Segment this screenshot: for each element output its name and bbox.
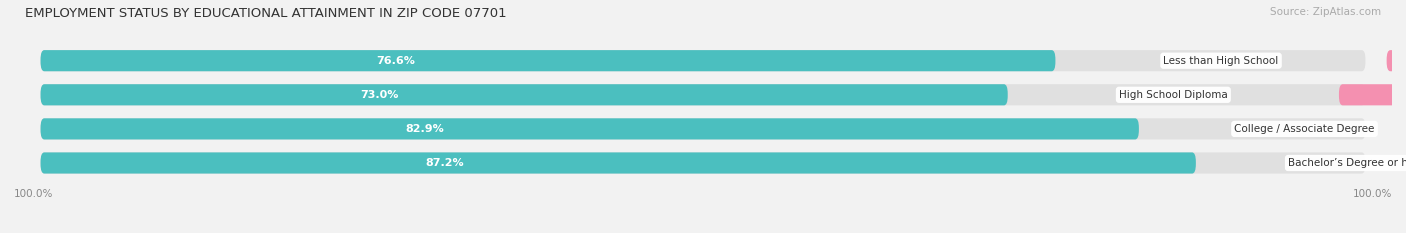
FancyBboxPatch shape: [41, 152, 1197, 174]
Text: 82.9%: 82.9%: [405, 124, 444, 134]
Text: 76.6%: 76.6%: [377, 56, 415, 66]
FancyBboxPatch shape: [41, 50, 1056, 71]
FancyBboxPatch shape: [41, 50, 1365, 71]
Text: High School Diploma: High School Diploma: [1119, 90, 1227, 100]
FancyBboxPatch shape: [1339, 84, 1405, 105]
Text: EMPLOYMENT STATUS BY EDUCATIONAL ATTAINMENT IN ZIP CODE 07701: EMPLOYMENT STATUS BY EDUCATIONAL ATTAINM…: [25, 7, 508, 20]
FancyBboxPatch shape: [41, 84, 1365, 105]
Text: 100.0%: 100.0%: [1353, 188, 1392, 199]
Text: Less than High School: Less than High School: [1163, 56, 1278, 66]
FancyBboxPatch shape: [1386, 50, 1406, 71]
Text: College / Associate Degree: College / Associate Degree: [1234, 124, 1375, 134]
FancyBboxPatch shape: [41, 118, 1139, 140]
Text: 73.0%: 73.0%: [360, 90, 398, 100]
FancyBboxPatch shape: [41, 118, 1365, 140]
Text: 100.0%: 100.0%: [14, 188, 53, 199]
Text: Bachelor’s Degree or higher: Bachelor’s Degree or higher: [1288, 158, 1406, 168]
FancyBboxPatch shape: [41, 152, 1365, 174]
FancyBboxPatch shape: [41, 84, 1008, 105]
Text: 87.2%: 87.2%: [426, 158, 464, 168]
Text: Source: ZipAtlas.com: Source: ZipAtlas.com: [1270, 7, 1381, 17]
